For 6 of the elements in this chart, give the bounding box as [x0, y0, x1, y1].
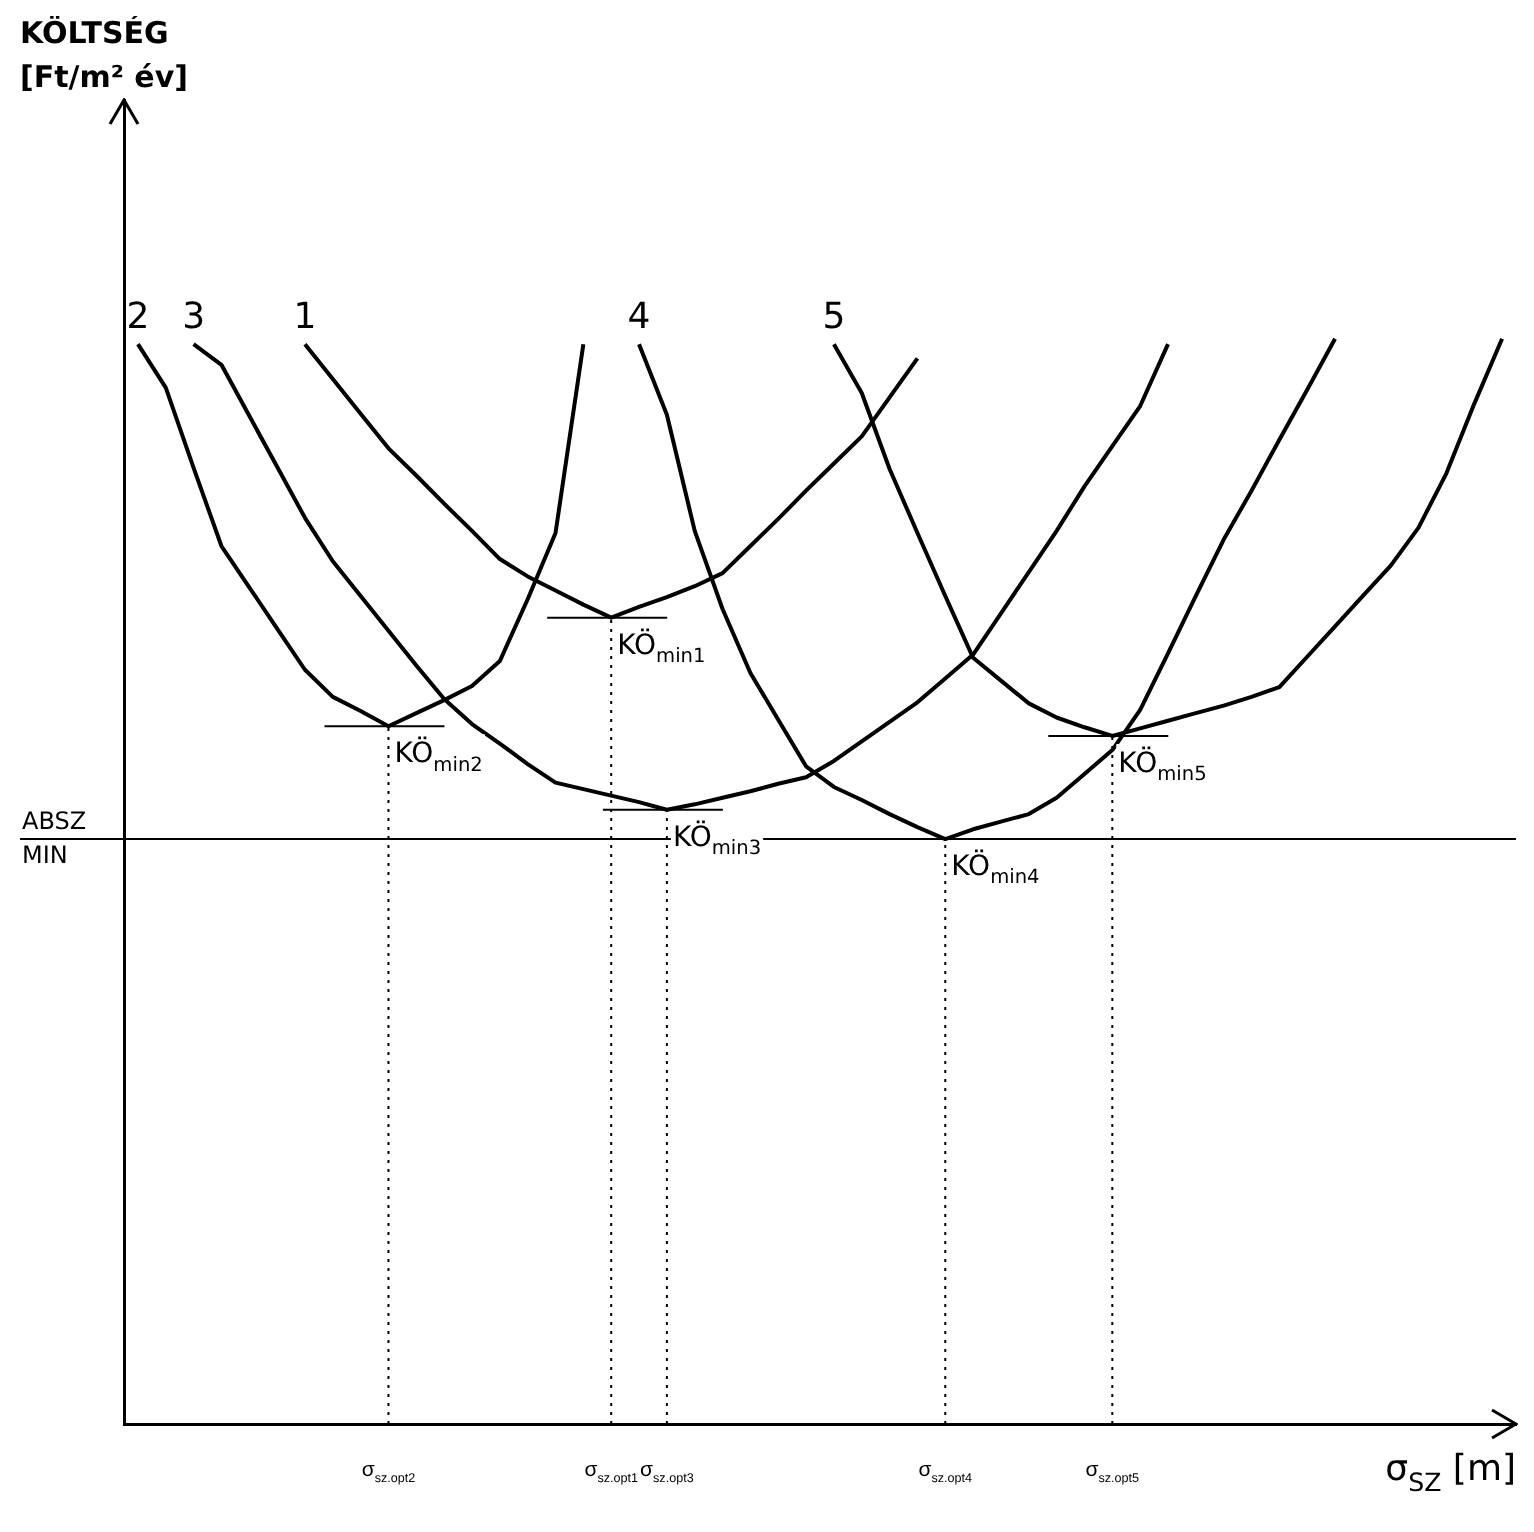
series-label: 1 [293, 295, 317, 338]
series-label: 3 [182, 295, 206, 338]
series-label: 5 [822, 295, 846, 338]
series-label: 2 [126, 295, 150, 338]
series-label: 4 [627, 295, 651, 338]
ref-line-label: ABSZ MIN [22, 807, 87, 870]
